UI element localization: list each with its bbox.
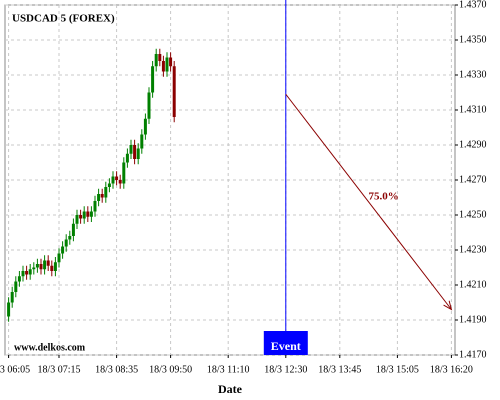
y-tick-label: 1.4290 (459, 139, 487, 150)
projection-arrow (285, 93, 452, 310)
projection-label: 75.0% (368, 190, 398, 202)
candle-body (169, 57, 173, 67)
event-label: Event (271, 339, 301, 353)
candle-body (97, 194, 101, 201)
event-box (263, 331, 308, 355)
chart-title: USDCAD 5 (FOREX) (12, 13, 115, 25)
y-tick-label: 1.4250 (459, 209, 487, 220)
candle-body (122, 162, 126, 184)
candle-body (133, 145, 137, 159)
candle-body (89, 211, 93, 217)
candle-body (75, 215, 79, 224)
y-tick-label: 1.4310 (459, 104, 487, 115)
candle-body (136, 148, 140, 159)
y-tick-label: 1.4270 (459, 174, 487, 185)
candle-body (165, 57, 169, 72)
candle-body (64, 239, 68, 247)
y-tick-label: 1.4330 (459, 69, 487, 80)
y-tick-label: 1.4190 (459, 314, 487, 325)
candle-body (158, 54, 162, 61)
x-tick-label: 18/3 09:50 (149, 364, 192, 375)
candle-body (82, 211, 86, 219)
candle-body (28, 269, 32, 275)
candle-body (100, 194, 104, 198)
y-tick-label: 1.4350 (459, 34, 487, 45)
candle-body (35, 264, 39, 268)
x-tick-label: 18/3 06:05 (0, 364, 30, 375)
x-tick-label: 18/3 07:15 (37, 364, 80, 375)
candle-body (93, 201, 97, 212)
candle-body (21, 271, 25, 277)
candle-body (61, 246, 65, 254)
candle-body (161, 61, 165, 72)
candle-body (111, 176, 115, 184)
candle-body (32, 267, 36, 270)
x-tick-label: 18/3 08:35 (95, 364, 138, 375)
candle-body (57, 253, 61, 263)
candle-body (10, 292, 14, 303)
candle-body (53, 262, 57, 271)
y-tick-label: 1.4170 (459, 349, 487, 360)
x-tick-label: 18/3 11:10 (207, 364, 250, 375)
candle-body (115, 176, 119, 180)
x-tick-label: 18/3 15:05 (376, 364, 419, 375)
candle-body (86, 211, 90, 217)
candle-body (143, 118, 147, 135)
candle-body (39, 264, 43, 270)
candle-body (79, 215, 83, 219)
candle-body (14, 281, 18, 292)
candle-body (50, 265, 54, 271)
candle-body (140, 134, 144, 149)
candle-body (129, 145, 133, 154)
candle-body (154, 54, 158, 67)
y-tick-label: 1.4210 (459, 279, 487, 290)
candle-body (71, 223, 75, 236)
x-tick-label: 18/3 16:20 (430, 364, 473, 375)
candle-body (151, 66, 155, 93)
candle-body (25, 271, 29, 275)
arrow-head (443, 300, 453, 311)
x-tick-label: 18/3 12:30 (264, 364, 307, 375)
candle-body (43, 260, 47, 270)
candle-body (17, 276, 21, 282)
candle-body (68, 236, 72, 240)
y-tick-label: 1.4230 (459, 244, 487, 255)
candle-body (172, 66, 176, 117)
x-axis-label: Date (218, 382, 243, 396)
watermark: www.delkos.com (14, 342, 86, 353)
x-tick-label: 18/3 13:45 (318, 364, 361, 375)
candle-body (107, 183, 111, 187)
candle-body (46, 260, 50, 266)
candle-body (118, 180, 122, 184)
candle-body (147, 92, 151, 119)
y-tick-label: 1.4370 (459, 0, 487, 10)
candle-body (125, 153, 129, 163)
candle-body (7, 302, 11, 317)
candle-body (104, 187, 108, 198)
